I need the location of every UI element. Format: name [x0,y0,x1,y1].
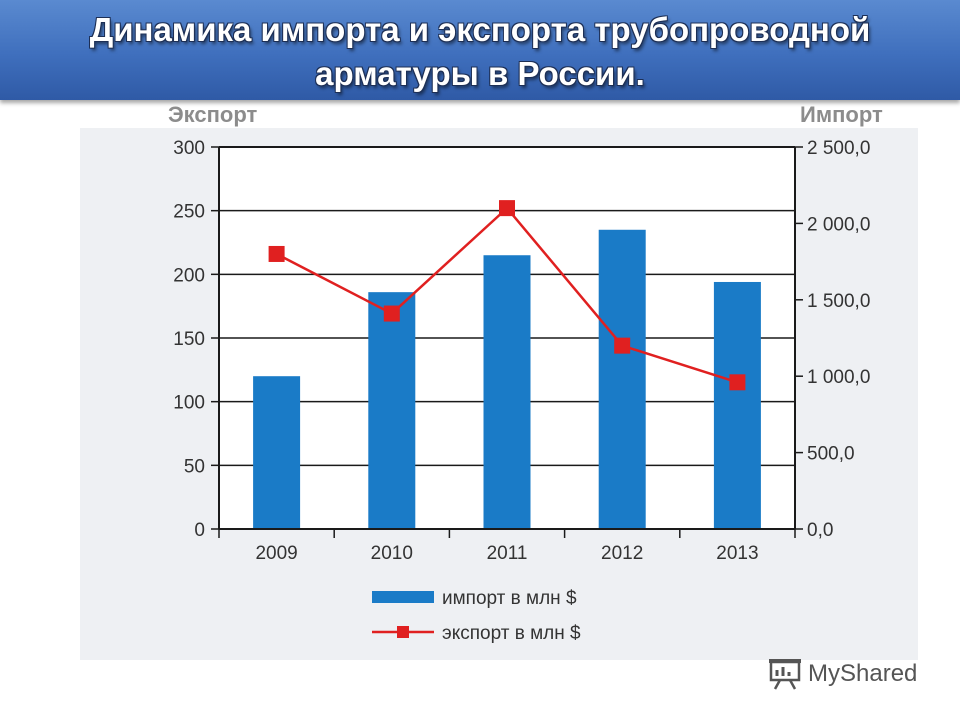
x-axis-tick-label: 2009 [255,543,297,564]
import-bar [598,229,646,529]
legend-export-marker [397,626,409,638]
left-axis-tick-label: 250 [173,202,205,223]
right-axis-tick-label: 1 500,0 [807,291,870,312]
presentation-icon [769,659,801,690]
legend-import-label: импорт в млн $ [442,588,577,609]
slide-title-line-2: арматуры в России. [315,55,645,92]
left-axis-tick-label: 100 [173,393,205,414]
import-bar [713,281,761,529]
slide-title: Динамика импорта и экспорта трубопроводн… [0,8,960,96]
title-bar: Динамика импорта и экспорта трубопроводн… [0,0,960,100]
right-axis-tick-label: 2 500,0 [807,138,870,159]
export-point [729,374,746,391]
right-axis-tick-label: 0,0 [807,520,833,541]
left-axis-caption: Экспорт [168,102,258,127]
right-axis-tick-label: 2 000,0 [807,214,870,235]
import-bar [483,255,531,529]
x-axis-tick-label: 2011 [487,543,528,564]
legend-export-label: экспорт в млн $ [442,623,581,644]
watermark-text: MyShared [808,660,918,687]
left-axis-tick-label: 200 [173,265,205,286]
export-point [614,337,631,354]
import-bar [253,376,301,529]
x-axis-tick-label: 2010 [371,543,413,564]
left-axis-tick-label: 0 [194,520,205,541]
right-axis-caption: Импорт [800,102,883,127]
watermark: MyShared [768,656,917,692]
left-axis-tick-label: 300 [173,138,205,159]
export-point [499,200,515,217]
right-axis-tick-label: 500,0 [807,444,855,465]
import-bar [368,292,416,529]
slide-title-line-1: Динамика импорта и экспорта трубопроводн… [89,11,871,48]
right-axis-tick-label: 1 000,0 [807,367,870,388]
x-axis-tick-label: 2013 [716,543,758,564]
legend-import-swatch [372,591,434,603]
x-axis-tick-label: 2012 [601,543,643,564]
left-axis-tick-label: 50 [184,456,205,477]
export-point [268,245,285,262]
left-axis-tick-label: 150 [173,329,205,350]
export-point [383,305,400,322]
